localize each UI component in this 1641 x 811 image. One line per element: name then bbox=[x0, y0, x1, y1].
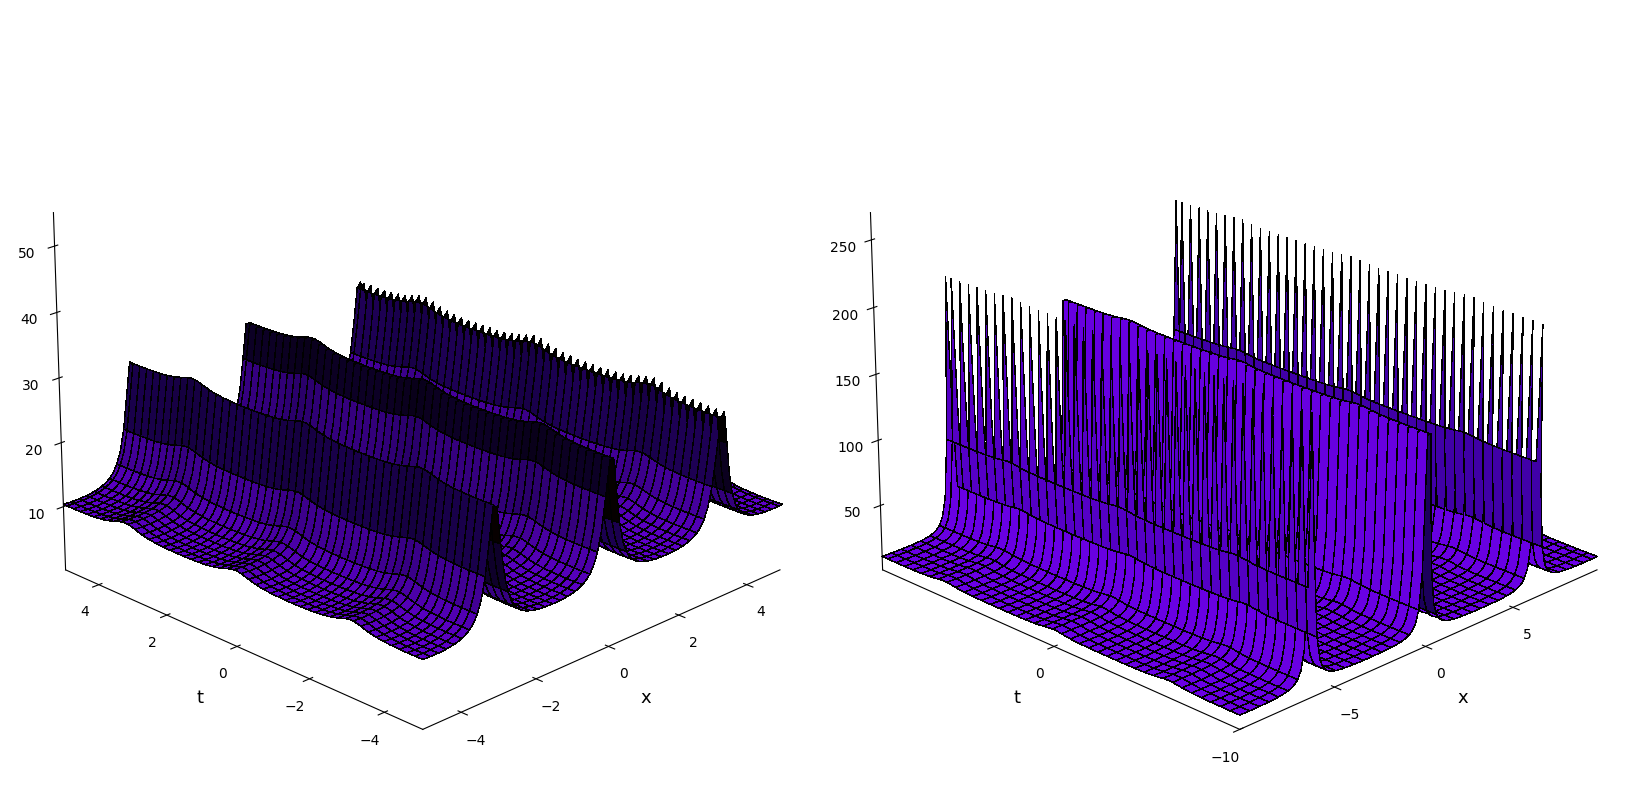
X-axis label: x: x bbox=[640, 688, 651, 706]
Y-axis label: t: t bbox=[1014, 688, 1021, 706]
Y-axis label: t: t bbox=[197, 688, 203, 706]
X-axis label: x: x bbox=[1457, 688, 1467, 706]
